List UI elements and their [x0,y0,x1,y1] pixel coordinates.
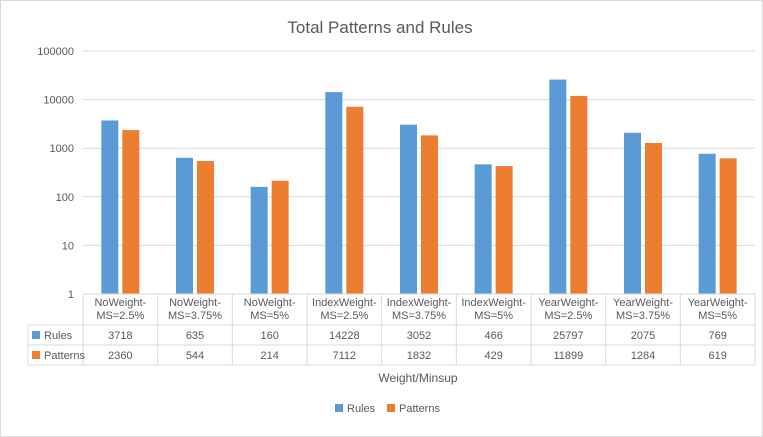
legend-label: Patterns [399,403,440,415]
category-label: IndexWeight- [387,297,452,309]
bar-patterns [645,142,662,294]
bar-rules [624,132,641,294]
category-label: MS=3.75% [392,310,446,322]
category-label: MS=5% [250,310,289,322]
category-label: MS=2.5% [96,310,144,322]
table-value: 11899 [553,350,583,362]
category-label: IndexWeight- [312,297,377,309]
data-table: NoWeight-MS=2.5%NoWeight-MS=3.75%NoWeigh… [27,293,756,366]
bar-rules [549,79,567,294]
bar-patterns [495,166,513,294]
category-label: YearWeight- [613,297,673,309]
bar-patterns [197,161,214,294]
table-value: 2360 [108,350,132,362]
table-series-name: Rules [44,330,73,342]
legend-key-patterns [387,404,395,412]
category-label: YearWeight- [688,297,748,309]
y-tick-label: 100 [56,192,74,204]
legend-label: Rules [347,403,376,415]
y-tick-label: 1000 [50,143,74,155]
table-value: 635 [186,330,204,342]
category-label: NoWeight- [244,297,296,309]
bar-patterns [719,158,737,294]
legend-key-rules [335,404,343,412]
bar-rules [400,124,417,294]
bar-patterns [122,130,140,294]
bar-rules [474,164,492,294]
bar-patterns [570,95,588,294]
y-tick-label: 10 [62,240,74,252]
y-tick-label: 1 [68,289,74,301]
category-label: NoWeight- [169,297,221,309]
y-tick-label: 10000 [43,95,74,107]
category-label: MS=3.75% [616,310,670,322]
category-label: MS=3.75% [168,310,222,322]
table-value: 619 [708,350,726,362]
bar-rules [698,153,716,294]
table-value: 14228 [329,330,360,342]
category-label: MS=2.5% [544,310,592,322]
legend: Rules Patterns [335,403,440,415]
y-tick-label: 100000 [37,46,74,58]
chart-title: Total Patterns and Rules [287,18,472,37]
category-label: NoWeight- [94,297,146,309]
bar-rules [250,186,268,294]
table-value: 429 [484,350,502,362]
table-value: 1832 [407,350,431,362]
category-label: YearWeight- [538,297,598,309]
table-value: 160 [260,330,278,342]
table-value: 3052 [407,330,431,342]
table-value: 7112 [333,350,357,362]
table-value: 2075 [631,330,655,342]
table-value: 214 [260,350,278,362]
category-label: MS=5% [474,310,513,322]
table-value: 466 [484,330,502,342]
table-value: 3718 [108,330,132,342]
category-label: IndexWeight- [461,297,526,309]
table-series-name: Patterns [44,350,85,362]
table-value: 25797 [553,330,584,342]
bar-rules [325,92,343,294]
table-value: 769 [708,330,726,342]
table-key-patterns [32,351,40,359]
bars [101,79,737,294]
bar-rules [176,157,193,294]
bar-patterns [346,106,364,294]
category-label: MS=2.5% [320,310,368,322]
bar-rules [101,120,119,294]
x-axis-title: Weight/Minsup [378,371,457,385]
bar-patterns [421,135,438,294]
table-key-rules [32,331,40,339]
category-label: MS=5% [698,310,737,322]
bar-patterns [271,180,289,294]
table-value: 544 [186,350,204,362]
y-tick-labels: 1 10 100 1000 10000 100000 [37,46,74,301]
table-value: 1284 [631,350,655,362]
